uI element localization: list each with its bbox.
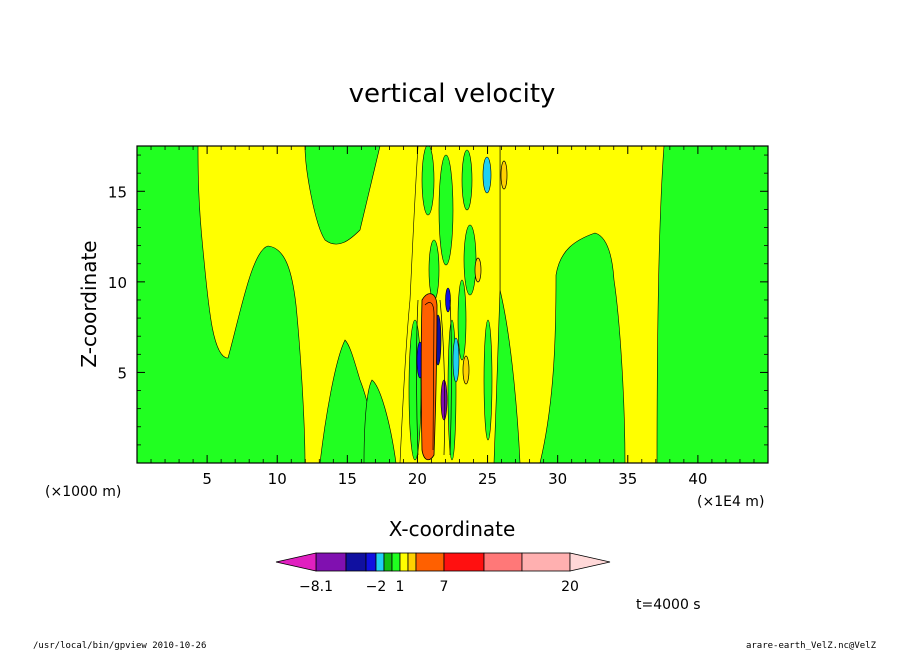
colorbar-box — [383, 552, 393, 572]
x-tick-label: 40 — [688, 470, 707, 488]
core-contours — [416, 160, 508, 456]
x-tick-label: 5 — [202, 470, 212, 488]
footer-right: arare-earth_VelZ.nc@VelZ — [745, 641, 876, 651]
x-axis-label: X-coordinate — [389, 517, 516, 541]
time-label: t=4000 s — [636, 597, 701, 613]
colorbar-box — [443, 552, 485, 572]
colorbar: −8.1 −2 1 7 20 — [275, 552, 611, 595]
colorbar-box — [315, 552, 347, 572]
plot-area: 5 10 15 20 25 30 35 40 5 10 15 — [108, 145, 769, 488]
x-tick-label: 15 — [338, 470, 357, 488]
y-axis-label: Z-coordinate — [77, 240, 101, 367]
green-streaks — [408, 146, 493, 461]
y-tick-label: 10 — [108, 274, 127, 292]
colorbar-box — [399, 552, 409, 572]
x-ticks: 5 10 15 20 25 30 35 40 — [150, 146, 755, 488]
colorbar-arrow-high — [569, 552, 611, 572]
colorbar-box — [407, 552, 417, 572]
background-island — [363, 379, 397, 463]
y-tick-label: 15 — [108, 183, 127, 201]
colorbar-tick-label: 20 — [561, 579, 579, 595]
colorbar-box — [365, 552, 377, 572]
x-tick-label: 25 — [478, 470, 497, 488]
plot-frame — [136, 145, 769, 464]
positive-band-left — [197, 146, 421, 463]
colorbar-box — [483, 552, 523, 572]
colorbar-box — [521, 552, 571, 572]
x-tick-label: 10 — [268, 470, 287, 488]
updraft-core — [420, 293, 438, 461]
colorbar-box — [391, 552, 401, 572]
colorbar-tick-label: −8.1 — [299, 579, 333, 595]
positive-band-right — [499, 146, 665, 463]
colorbar-tick-label: 7 — [440, 579, 449, 595]
colorbar-box — [345, 552, 367, 572]
colorbar-arrow-low — [275, 552, 317, 572]
colorbar-tick-label: 1 — [396, 579, 405, 595]
y-ticks: 5 10 15 — [108, 154, 768, 446]
colorbar-box — [415, 552, 445, 572]
colorbar-tick-label: −2 — [366, 579, 387, 595]
x-tick-label: 20 — [408, 470, 427, 488]
y-axis-units: (×1000 m) — [45, 484, 121, 500]
y-tick-label: 5 — [117, 364, 127, 382]
x-axis-units: (×1E4 m) — [697, 494, 764, 510]
chart-title: vertical velocity — [349, 79, 556, 109]
x-tick-label: 35 — [618, 470, 637, 488]
x-tick-label: 30 — [548, 470, 567, 488]
footer-left: /usr/local/bin/gpview 2010-10-26 — [33, 641, 207, 651]
colorbar-box — [375, 552, 385, 572]
